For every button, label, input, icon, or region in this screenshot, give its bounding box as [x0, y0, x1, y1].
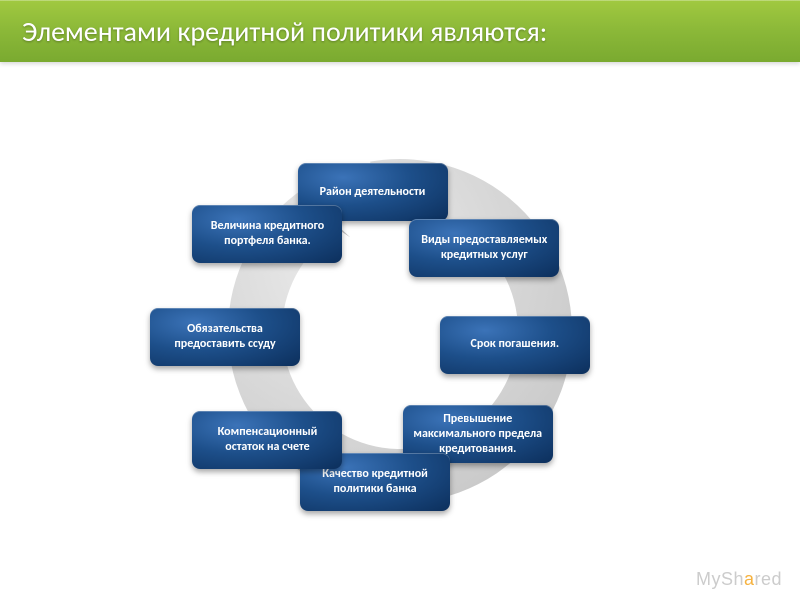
- watermark-text: MyShared: [696, 569, 782, 589]
- cycle-node-services: Виды предоставляемых кредитных услуг: [409, 219, 559, 277]
- cycle-node-label: Срок погашения.: [471, 337, 559, 352]
- cycle-diagram: Район деятельности Виды предоставляемых к…: [0, 62, 800, 600]
- page-title: Элементами кредитной политики являются:: [22, 14, 547, 49]
- header-bar: Элементами кредитной политики являются:: [0, 0, 800, 62]
- cycle-node-label: Компенсационный остаток на счете: [200, 425, 334, 455]
- cycle-node-label: Район деятельности: [320, 185, 426, 200]
- cycle-node-label: Величина кредитного портфеля банка.: [200, 219, 334, 249]
- cycle-node-label: Виды предоставляемых кредитных услуг: [417, 233, 551, 263]
- cycle-node-term: Срок погашения.: [440, 316, 590, 374]
- cycle-node-compensating: Компенсационный остаток на счете: [192, 411, 342, 469]
- cycle-node-label: Превышение максимального предела кредито…: [411, 412, 545, 457]
- cycle-node-label: Качество кредитной политики банка: [308, 467, 442, 497]
- cycle-node-portfolio: Величина кредитного портфеля банка.: [192, 205, 342, 263]
- watermark: MyShared: [696, 569, 782, 590]
- cycle-node-label: Обязательства предоставить ссуду: [158, 322, 292, 352]
- cycle-node-commitment: Обязательства предоставить ссуду: [150, 308, 300, 366]
